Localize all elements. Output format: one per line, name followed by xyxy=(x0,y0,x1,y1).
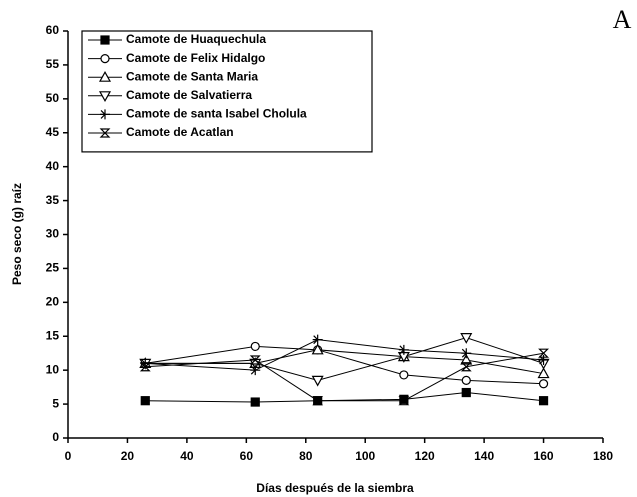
legend-marker xyxy=(98,91,112,103)
marker xyxy=(398,396,410,406)
legend-marker xyxy=(100,53,110,64)
marker xyxy=(460,333,473,344)
series-line xyxy=(145,337,544,381)
marker xyxy=(538,348,550,358)
y-tick-label: 45 xyxy=(46,125,60,139)
marker xyxy=(250,341,260,352)
series-line xyxy=(145,349,544,375)
legend-marker xyxy=(98,70,112,82)
y-tick-label: 55 xyxy=(46,57,60,71)
marker xyxy=(461,348,472,359)
y-axis-label: Peso seco (g) raíz xyxy=(10,183,24,285)
y-tick-label: 15 xyxy=(46,328,60,342)
series-line xyxy=(145,352,544,402)
x-tick-label: 40 xyxy=(180,449,194,463)
marker xyxy=(538,396,549,406)
x-tick-label: 0 xyxy=(65,449,72,463)
marker xyxy=(399,394,409,404)
y-tick-label: 60 xyxy=(46,23,60,37)
series-line xyxy=(145,345,544,385)
y-tick-label: 5 xyxy=(52,396,59,410)
legend-label: Camote de Felix Hidalgo xyxy=(126,51,265,65)
marker xyxy=(249,355,261,365)
y-tick-label: 25 xyxy=(46,261,60,275)
chart-title: A xyxy=(613,5,632,34)
x-tick-label: 80 xyxy=(299,449,313,463)
x-tick-label: 180 xyxy=(593,449,613,463)
marker xyxy=(250,397,260,407)
marker xyxy=(461,375,471,385)
legend-marker xyxy=(100,35,110,45)
legend-label: Camote de Salvatierra xyxy=(126,88,252,102)
x-tick-label: 160 xyxy=(534,449,554,463)
x-tick-label: 20 xyxy=(121,449,135,463)
y-tick-label: 20 xyxy=(46,295,60,309)
legend-marker xyxy=(99,128,111,138)
y-tick-label: 10 xyxy=(46,362,60,376)
marker xyxy=(139,362,151,372)
marker xyxy=(311,375,324,387)
x-tick-label: 140 xyxy=(474,449,494,463)
x-tick-label: 120 xyxy=(415,449,435,463)
series-line xyxy=(145,392,544,403)
y-tick-label: 30 xyxy=(46,227,60,241)
marker xyxy=(311,343,324,355)
legend-label: Camote de Santa Maria xyxy=(126,69,258,83)
x-axis-label: Días después de la siembra xyxy=(256,481,414,495)
marker xyxy=(460,353,473,365)
legend-marker xyxy=(100,109,110,120)
marker xyxy=(399,370,409,380)
marker xyxy=(538,379,549,389)
y-tick-label: 0 xyxy=(52,430,59,444)
legend-label: Camote de Huaquechula xyxy=(126,32,266,46)
legend-box xyxy=(81,30,373,153)
marker xyxy=(537,367,550,379)
legend-label: Camote de santa Isabel Cholula xyxy=(126,107,307,121)
marker xyxy=(312,334,323,345)
marker xyxy=(461,387,471,398)
marker xyxy=(250,365,261,376)
marker xyxy=(312,396,324,406)
y-tick-label: 40 xyxy=(46,159,60,173)
x-tick-label: 60 xyxy=(240,449,254,463)
marker xyxy=(140,396,150,406)
y-tick-label: 35 xyxy=(46,193,60,207)
marker xyxy=(398,344,409,355)
series-line xyxy=(145,339,544,371)
marker xyxy=(460,362,472,372)
y-tick-label: 50 xyxy=(46,91,60,105)
legend-label: Camote de Acatlan xyxy=(126,125,234,139)
x-tick-label: 100 xyxy=(355,449,375,463)
